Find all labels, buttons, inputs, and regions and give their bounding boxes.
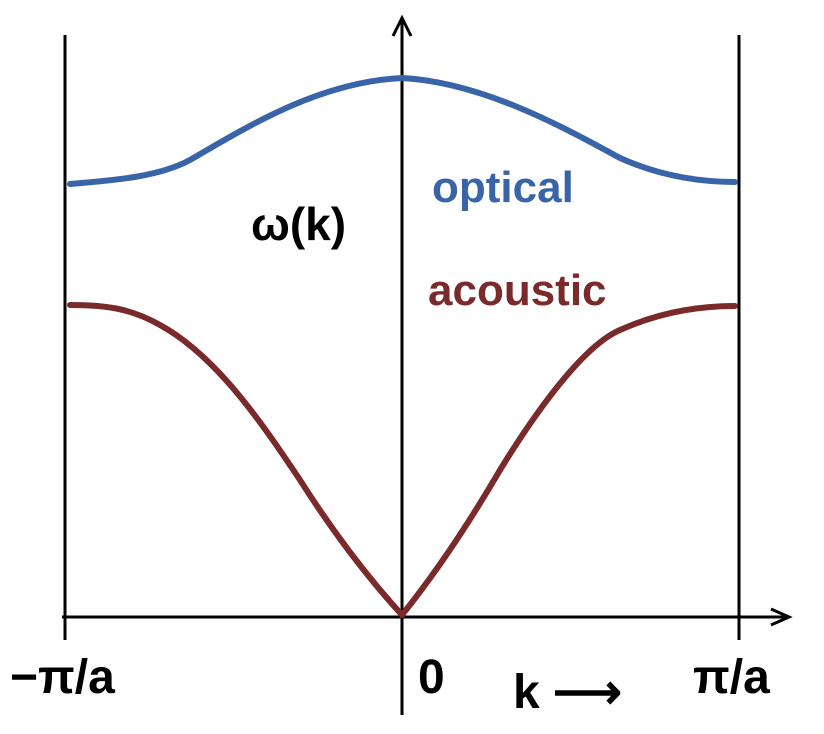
x-axis-arrowhead — [770, 607, 793, 627]
tick-label-right: π/a — [693, 651, 770, 704]
tick-label-left: −π/a — [10, 651, 115, 704]
optical-branch-curve — [67, 75, 738, 187]
tick-label-center: 0 — [418, 651, 445, 704]
y-axis-arrowhead — [391, 14, 413, 37]
acoustic-branch-curve — [67, 302, 738, 618]
acoustic-branch-label: acoustic — [428, 266, 607, 315]
y-axis-label: ω(k) — [251, 198, 346, 250]
x-axis-label: k ⟶ — [513, 666, 622, 719]
optical-branch-label: optical — [432, 163, 574, 212]
